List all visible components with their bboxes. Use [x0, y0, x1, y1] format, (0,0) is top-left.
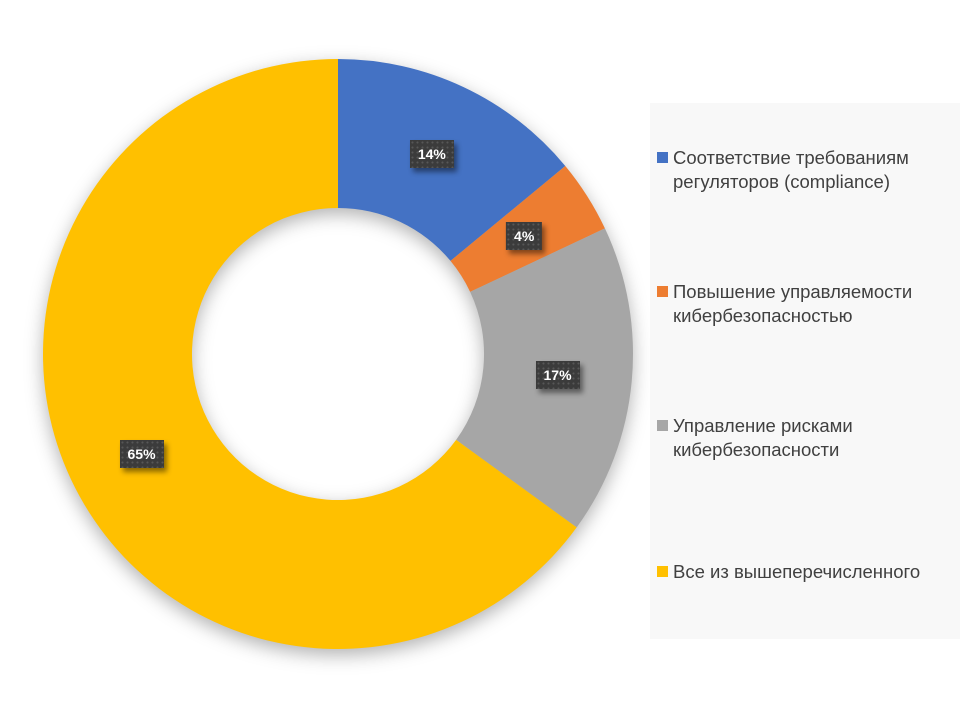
legend-item-0: Соответствие требованиям регуляторов (co… — [650, 103, 960, 237]
legend-swatch-icon — [657, 565, 668, 577]
legend-item-1: Повышение управляемости кибербезопасност… — [650, 237, 960, 371]
legend-item-label: Все из вышеперечисленного — [673, 560, 921, 582]
legend-item-content: Соответствие требованиям регуляторов (co… — [657, 146, 956, 195]
legend-item-content: Управление рисками кибербезопасности — [657, 414, 956, 463]
legend-item-label: Управление рисками кибербезопасности — [673, 414, 853, 460]
legend-item-content: Все из вышеперечисленного — [657, 560, 920, 584]
legend-item-content: Повышение управляемости кибербезопасност… — [657, 280, 956, 329]
legend-item-2: Управление рисками кибербезопасности — [650, 371, 960, 505]
legend-panel: Соответствие требованиям регуляторов (co… — [650, 103, 960, 639]
legend-item-label: Повышение управляемости кибербезопасност… — [673, 280, 913, 326]
legend-item-3: Все из вышеперечисленного — [650, 505, 960, 639]
legend-swatch-icon — [657, 151, 668, 163]
pie-slice-3 — [43, 59, 577, 649]
legend-swatch-icon — [657, 419, 668, 431]
legend-item-label: Соответствие требованиям регуляторов (co… — [673, 146, 909, 192]
legend-swatch-icon — [657, 285, 668, 297]
